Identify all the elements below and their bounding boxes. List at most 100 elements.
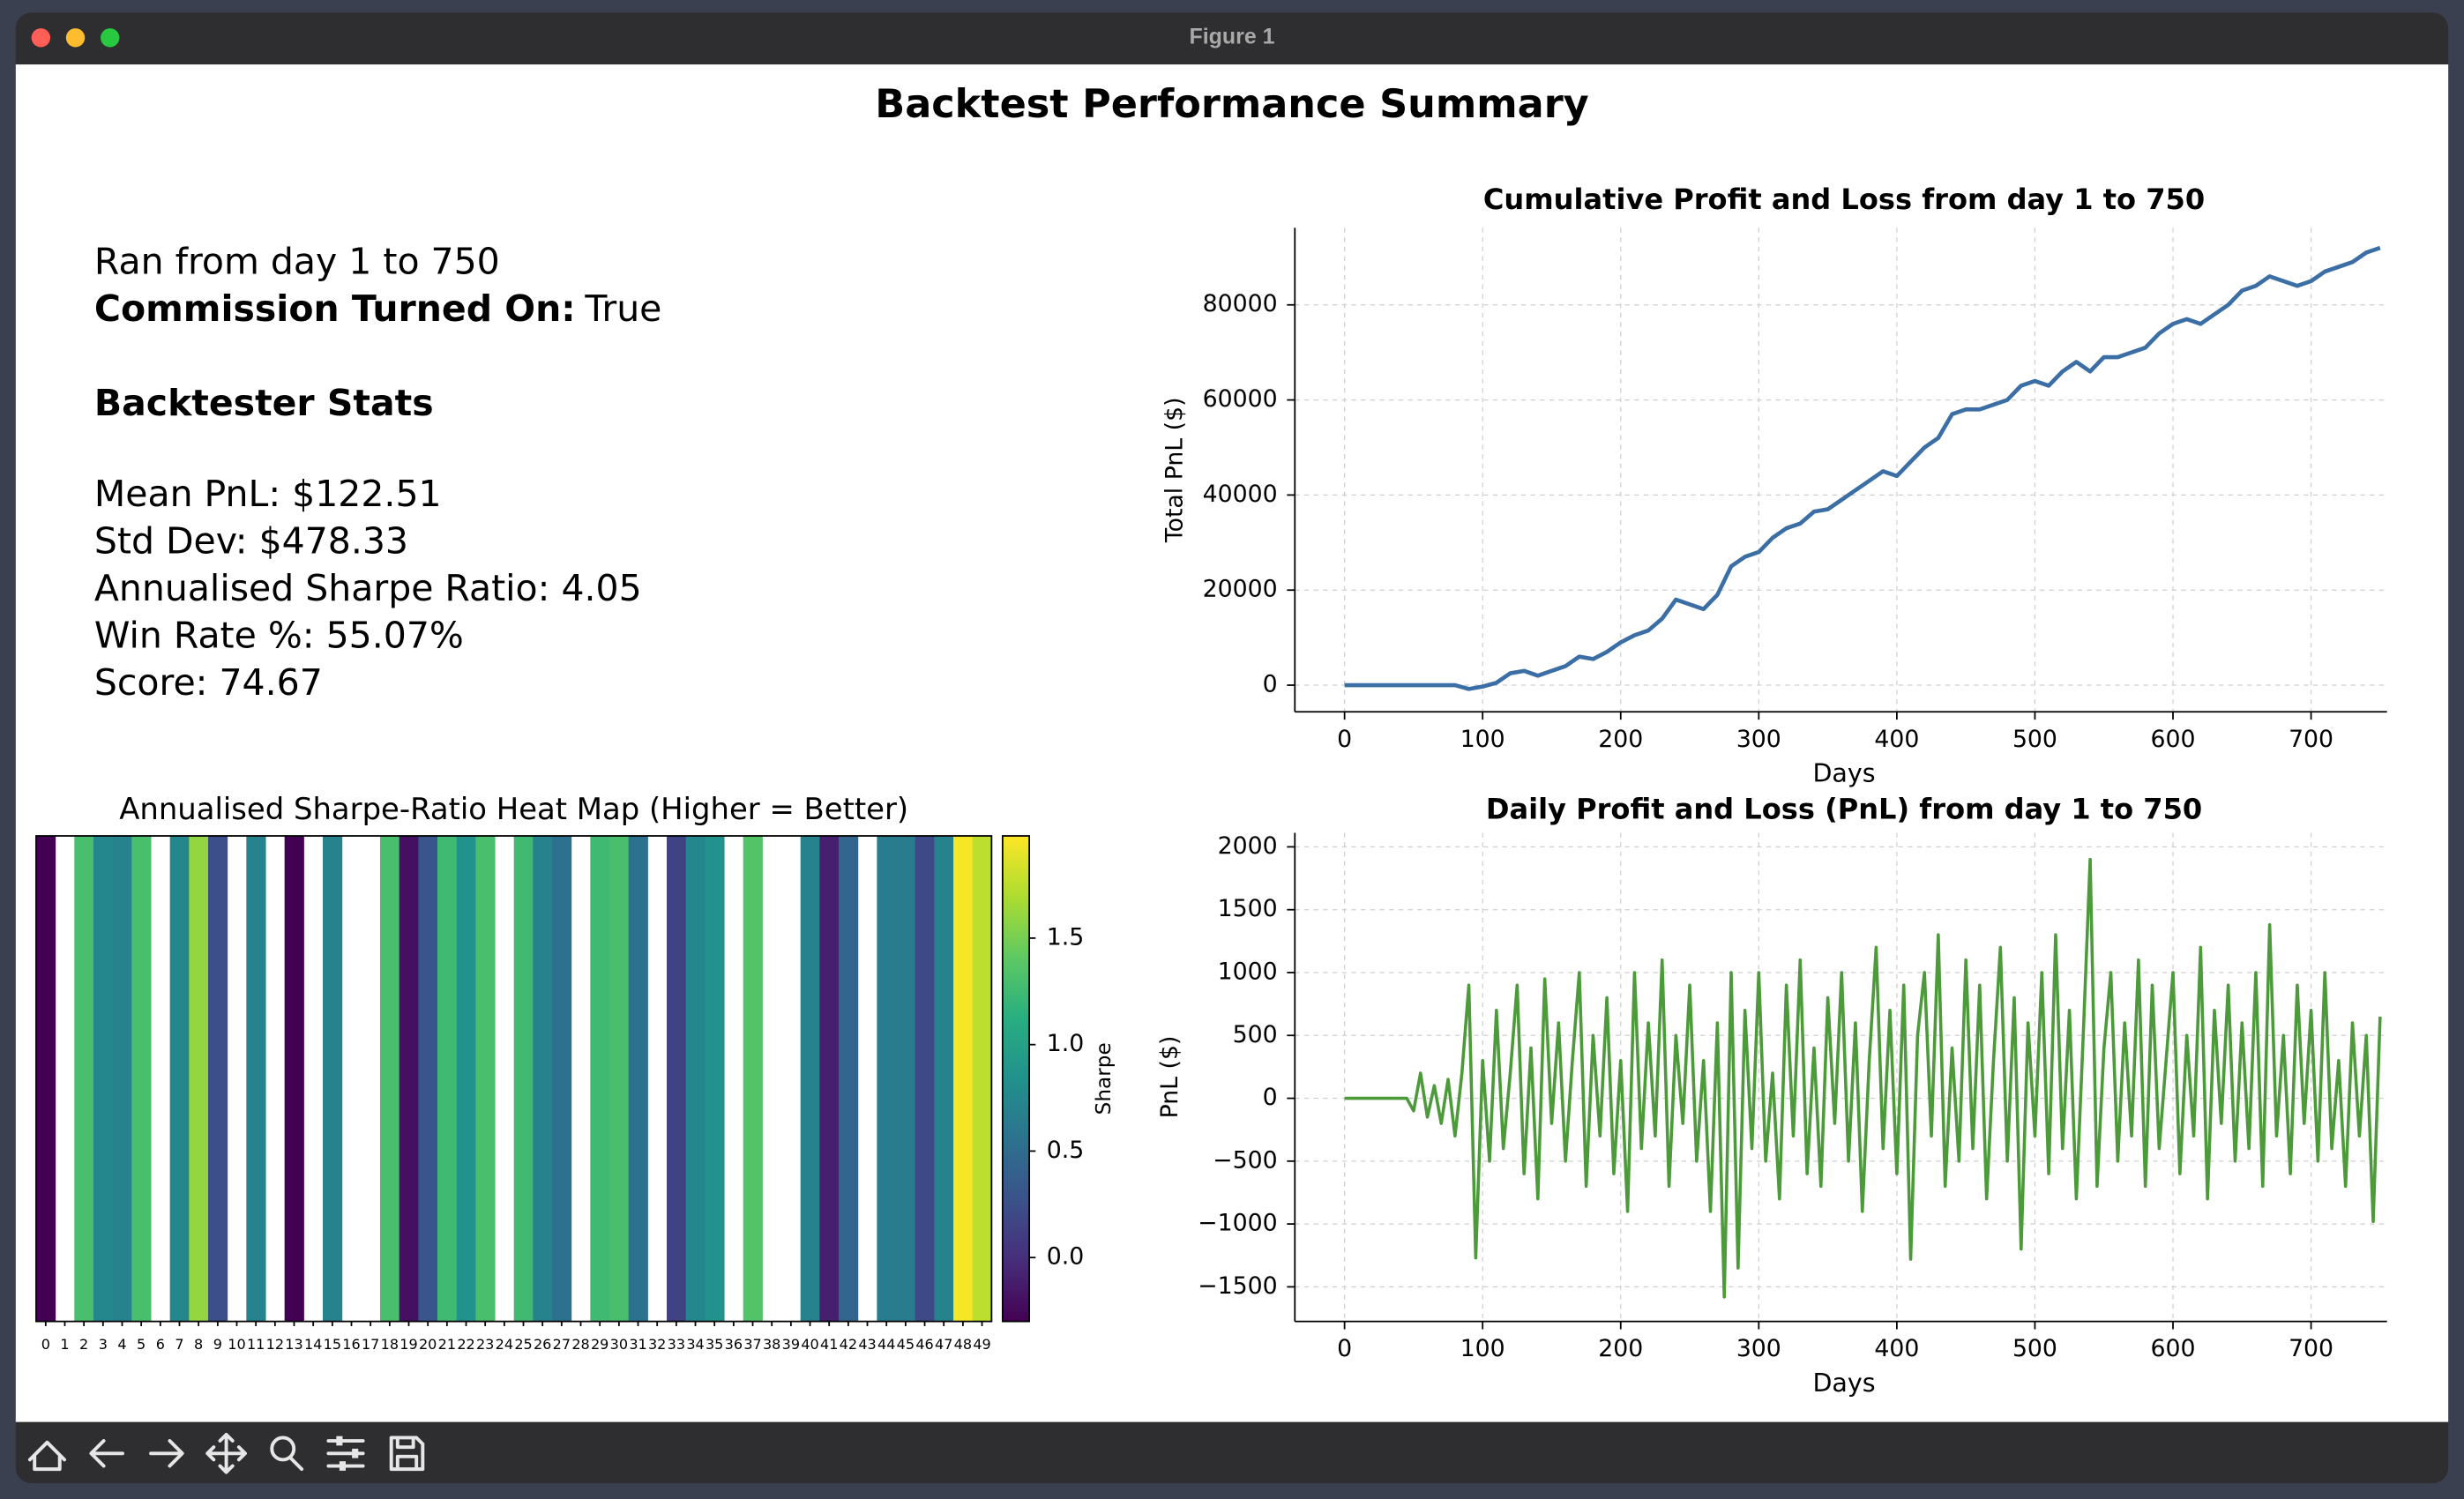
- x-tick-label: 700: [2289, 1335, 2333, 1362]
- x-tick-label: 34: [686, 1336, 704, 1353]
- chart-title: Daily Profit and Loss (PnL) from day 1 t…: [1486, 792, 2202, 825]
- toolbar-forward[interactable]: [149, 1439, 184, 1468]
- x-tick-label: 12: [266, 1336, 284, 1353]
- x-tick-label: 300: [1736, 726, 1781, 753]
- close-button[interactable]: [31, 28, 51, 48]
- y-tick-label: 2000: [1218, 832, 1278, 860]
- heatmap-cell: [399, 836, 419, 1322]
- heatmap-cell: [284, 836, 304, 1322]
- commission-line: Commission Turned On: True: [94, 287, 661, 330]
- x-tick-label: 38: [763, 1336, 780, 1353]
- x-tick-label: 600: [2151, 726, 2196, 753]
- x-tick-label: 37: [743, 1336, 761, 1353]
- x-tick-label: 300: [1736, 1335, 1781, 1362]
- chart-title: Cumulative Profit and Loss from day 1 to…: [1483, 183, 2205, 216]
- stat-line: Std Dev: $478.33: [94, 520, 408, 563]
- colorbar-tick-label: 1.5: [1047, 923, 1085, 951]
- heatmap-cell: [456, 836, 476, 1322]
- heatmap-cell: [437, 836, 458, 1322]
- data-line: [1344, 857, 2382, 1299]
- x-tick-label: 46: [915, 1336, 933, 1353]
- toolbar-configure[interactable]: [326, 1436, 365, 1471]
- x-tick-label: 21: [438, 1336, 456, 1353]
- toolbar-zoom[interactable]: [270, 1436, 304, 1472]
- y-tick-label: 60000: [1203, 385, 1278, 413]
- x-axis-label: Days: [1812, 759, 1875, 788]
- heatmap-cell: [685, 836, 706, 1322]
- colorbar-tick-label: 0.5: [1047, 1137, 1085, 1164]
- x-tick-label: 43: [858, 1336, 876, 1353]
- toolbar-save[interactable]: [389, 1436, 425, 1472]
- x-tick-label: 44: [877, 1336, 895, 1353]
- x-tick-label: 13: [285, 1336, 302, 1353]
- heatmap-cell: [915, 836, 935, 1322]
- x-tick-label: 39: [782, 1336, 800, 1353]
- x-tick-label: 47: [935, 1336, 952, 1353]
- heatmap-cell: [35, 836, 56, 1322]
- toolbar-pan[interactable]: [205, 1432, 247, 1474]
- colorbar-tick-label: 1.0: [1047, 1030, 1085, 1057]
- x-tick-label: 48: [954, 1336, 972, 1353]
- y-axis-label: Total PnL ($): [1161, 397, 1188, 543]
- stat-line: Score: 74.67: [94, 661, 323, 704]
- data-line: [1344, 245, 2381, 691]
- x-tick-label: 400: [1874, 1335, 1919, 1362]
- y-tick-label: 1000: [1218, 958, 1278, 985]
- figure-title: Backtest Performance Summary: [875, 81, 1588, 127]
- x-tick-label: 35: [706, 1336, 723, 1353]
- x-tick-label: 45: [897, 1336, 915, 1353]
- x-tick-label: 5: [137, 1336, 146, 1353]
- y-axis-label: PnL ($): [1156, 1036, 1183, 1119]
- commission-label: Commission Turned On:: [94, 287, 576, 330]
- y-tick-label: 20000: [1203, 576, 1278, 603]
- toolbar-back[interactable]: [89, 1439, 124, 1468]
- heatmap-cell: [418, 836, 438, 1322]
- x-tick-label: 18: [381, 1336, 399, 1353]
- heatmap-cell: [322, 836, 343, 1322]
- x-tick-label: 26: [534, 1336, 551, 1353]
- x-tick-label: 27: [553, 1336, 571, 1353]
- x-tick-label: 30: [610, 1336, 628, 1353]
- x-tick-label: 40: [801, 1336, 818, 1353]
- y-tick-label: 500: [1233, 1021, 1278, 1048]
- heatmap-cell: [533, 836, 553, 1322]
- x-tick-label: 32: [648, 1336, 666, 1353]
- y-tick-label: 0: [1263, 671, 1278, 698]
- x-tick-label: 28: [571, 1336, 589, 1353]
- y-tick-label: 0: [1263, 1084, 1278, 1111]
- y-tick-label: 1500: [1218, 895, 1278, 922]
- x-tick-label: 0: [1337, 1335, 1352, 1362]
- x-tick-label: 25: [514, 1336, 532, 1353]
- x-tick-label: 2: [79, 1336, 88, 1353]
- x-tick-label: 16: [342, 1336, 360, 1353]
- run-range: Ran from day 1 to 750: [94, 240, 500, 282]
- heatmap-cell: [972, 836, 992, 1322]
- heatmap-cell: [74, 836, 94, 1322]
- x-tick-label: 31: [629, 1336, 646, 1353]
- x-tick-label: 0: [41, 1336, 50, 1353]
- x-tick-label: 200: [1598, 1335, 1643, 1362]
- y-tick-label: 40000: [1203, 481, 1278, 508]
- x-tick-label: 33: [668, 1336, 685, 1353]
- x-tick-label: 6: [156, 1336, 165, 1353]
- heatmap-cell: [705, 836, 725, 1322]
- stat-line: Mean PnL: $122.51: [94, 473, 442, 515]
- heatmap-cell: [552, 836, 572, 1322]
- heatmap-cell: [169, 836, 190, 1322]
- stat-line: Win Rate %: 55.07%: [94, 614, 464, 656]
- heatmap-cell: [953, 836, 974, 1322]
- zoom-button[interactable]: [101, 28, 120, 48]
- minimize-button[interactable]: [65, 28, 86, 48]
- x-tick-label: 500: [2012, 726, 2057, 753]
- heatmap-cell: [877, 836, 897, 1322]
- heatmap-cell: [934, 836, 954, 1322]
- heatmap-cell: [380, 836, 400, 1322]
- toolbar-home[interactable]: [27, 1440, 67, 1472]
- heatmap-cell: [628, 836, 648, 1322]
- x-tick-label: 19: [399, 1336, 417, 1353]
- y-tick-label: 80000: [1203, 290, 1278, 317]
- x-tick-label: 200: [1598, 726, 1643, 753]
- heatmap-cell: [112, 836, 132, 1322]
- x-tick-label: 17: [362, 1336, 379, 1353]
- x-tick-label: 7: [175, 1336, 183, 1353]
